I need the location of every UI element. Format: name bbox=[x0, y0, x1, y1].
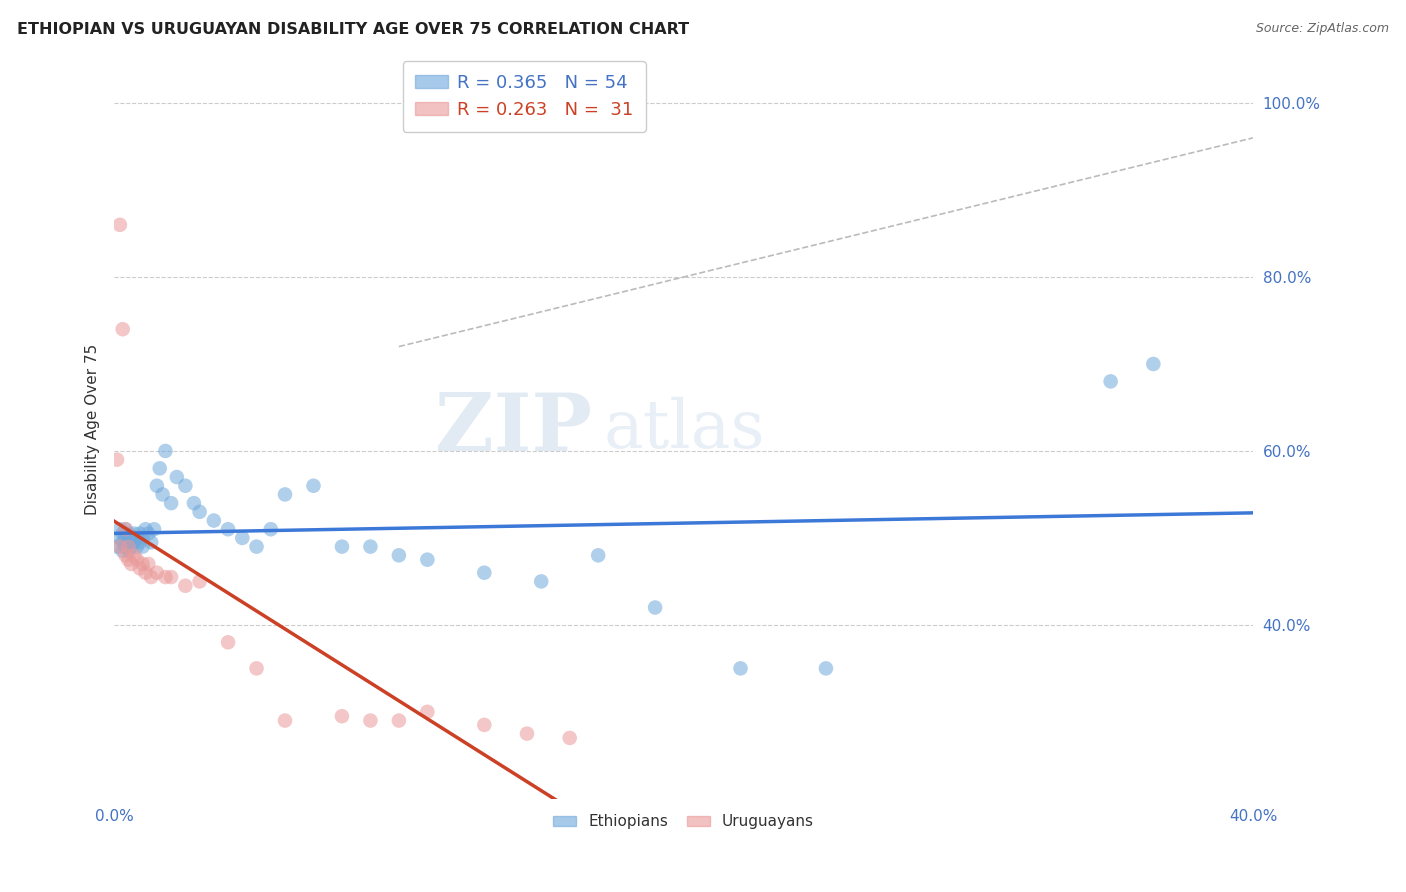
Ethiopians bbox=[125, 531, 148, 545]
Ethiopians bbox=[105, 540, 128, 554]
Ethiopians bbox=[586, 549, 609, 563]
Text: ZIP: ZIP bbox=[436, 390, 592, 468]
Ethiopians bbox=[120, 540, 142, 554]
Ethiopians bbox=[174, 479, 197, 493]
Ethiopians bbox=[231, 531, 253, 545]
Ethiopians bbox=[128, 535, 150, 549]
Uruguayans bbox=[146, 566, 169, 580]
Uruguayans bbox=[558, 731, 581, 745]
Ethiopians bbox=[416, 552, 439, 566]
Ethiopians bbox=[166, 470, 188, 484]
Uruguayans bbox=[274, 714, 297, 728]
Ethiopians bbox=[330, 540, 353, 554]
Ethiopians bbox=[138, 526, 160, 541]
Ethiopians bbox=[128, 526, 150, 541]
Ethiopians bbox=[117, 526, 139, 541]
Ethiopians bbox=[260, 522, 283, 536]
Uruguayans bbox=[134, 566, 156, 580]
Ethiopians bbox=[245, 540, 267, 554]
Uruguayans bbox=[117, 552, 139, 566]
Uruguayans bbox=[111, 322, 134, 336]
Uruguayans bbox=[141, 570, 163, 584]
Uruguayans bbox=[516, 726, 538, 740]
Uruguayans bbox=[108, 540, 131, 554]
Uruguayans bbox=[472, 718, 495, 732]
Uruguayans bbox=[128, 561, 150, 575]
Uruguayans bbox=[122, 549, 145, 563]
Ethiopians bbox=[274, 487, 297, 501]
Ethiopians bbox=[134, 522, 156, 536]
Uruguayans bbox=[155, 570, 177, 584]
Ethiopians bbox=[120, 531, 142, 545]
Ethiopians bbox=[202, 514, 225, 528]
Ethiopians bbox=[108, 522, 131, 536]
Ethiopians bbox=[114, 522, 136, 536]
Ethiopians bbox=[108, 531, 131, 545]
Ethiopians bbox=[388, 549, 411, 563]
Ethiopians bbox=[141, 535, 163, 549]
Ethiopians bbox=[1099, 375, 1122, 389]
Uruguayans bbox=[160, 570, 183, 584]
Ethiopians bbox=[131, 540, 153, 554]
Uruguayans bbox=[131, 557, 153, 571]
Text: Source: ZipAtlas.com: Source: ZipAtlas.com bbox=[1256, 22, 1389, 36]
Ethiopians bbox=[117, 544, 139, 558]
Ethiopians bbox=[814, 661, 837, 675]
Ethiopians bbox=[122, 535, 145, 549]
Ethiopians bbox=[111, 526, 134, 541]
Ethiopians bbox=[155, 444, 177, 458]
Text: atlas: atlas bbox=[603, 397, 765, 462]
Uruguayans bbox=[174, 579, 197, 593]
Uruguayans bbox=[330, 709, 353, 723]
Ethiopians bbox=[472, 566, 495, 580]
Ethiopians bbox=[152, 487, 174, 501]
Ethiopians bbox=[160, 496, 183, 510]
Uruguayans bbox=[108, 218, 131, 232]
Uruguayans bbox=[114, 549, 136, 563]
Ethiopians bbox=[117, 535, 139, 549]
Ethiopians bbox=[188, 505, 211, 519]
Uruguayans bbox=[416, 705, 439, 719]
Uruguayans bbox=[188, 574, 211, 589]
Ethiopians bbox=[1142, 357, 1164, 371]
Uruguayans bbox=[245, 661, 267, 675]
Uruguayans bbox=[125, 552, 148, 566]
Ethiopians bbox=[730, 661, 752, 675]
Ethiopians bbox=[111, 544, 134, 558]
Ethiopians bbox=[122, 526, 145, 541]
Uruguayans bbox=[114, 522, 136, 536]
Uruguayans bbox=[359, 714, 381, 728]
Ethiopians bbox=[359, 540, 381, 554]
Ethiopians bbox=[143, 522, 166, 536]
Legend: Ethiopians, Uruguayans: Ethiopians, Uruguayans bbox=[547, 808, 820, 836]
Ethiopians bbox=[114, 531, 136, 545]
Uruguayans bbox=[105, 452, 128, 467]
Uruguayans bbox=[217, 635, 239, 649]
Ethiopians bbox=[125, 540, 148, 554]
Ethiopians bbox=[131, 531, 153, 545]
Ethiopians bbox=[111, 535, 134, 549]
Uruguayans bbox=[120, 557, 142, 571]
Uruguayans bbox=[388, 714, 411, 728]
Ethiopians bbox=[183, 496, 205, 510]
Text: ETHIOPIAN VS URUGUAYAN DISABILITY AGE OVER 75 CORRELATION CHART: ETHIOPIAN VS URUGUAYAN DISABILITY AGE OV… bbox=[17, 22, 689, 37]
Ethiopians bbox=[644, 600, 666, 615]
Ethiopians bbox=[217, 522, 239, 536]
Uruguayans bbox=[117, 540, 139, 554]
Uruguayans bbox=[138, 557, 160, 571]
Ethiopians bbox=[149, 461, 172, 475]
Ethiopians bbox=[114, 540, 136, 554]
Ethiopians bbox=[146, 479, 169, 493]
Ethiopians bbox=[302, 479, 325, 493]
Y-axis label: Disability Age Over 75: Disability Age Over 75 bbox=[86, 343, 100, 515]
Ethiopians bbox=[530, 574, 553, 589]
